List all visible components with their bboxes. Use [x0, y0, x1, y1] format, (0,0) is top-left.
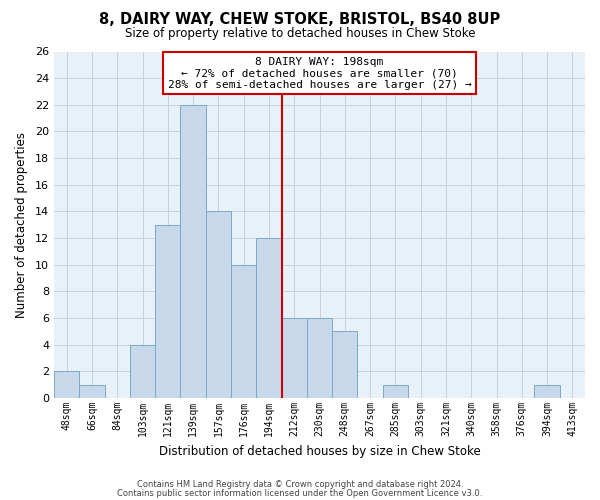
Bar	[535, 385, 560, 398]
Bar	[256, 238, 281, 398]
Bar	[155, 225, 181, 398]
Bar	[383, 385, 408, 398]
Bar	[307, 318, 332, 398]
Text: Contains public sector information licensed under the Open Government Licence v3: Contains public sector information licen…	[118, 488, 482, 498]
X-axis label: Distribution of detached houses by size in Chew Stoke: Distribution of detached houses by size …	[158, 444, 481, 458]
Text: Size of property relative to detached houses in Chew Stoke: Size of property relative to detached ho…	[125, 28, 475, 40]
Bar	[79, 385, 104, 398]
Bar	[54, 372, 79, 398]
Text: 8, DAIRY WAY, CHEW STOKE, BRISTOL, BS40 8UP: 8, DAIRY WAY, CHEW STOKE, BRISTOL, BS40 …	[100, 12, 500, 28]
Bar	[332, 332, 358, 398]
Bar	[181, 105, 206, 398]
Text: 8 DAIRY WAY: 198sqm
← 72% of detached houses are smaller (70)
28% of semi-detach: 8 DAIRY WAY: 198sqm ← 72% of detached ho…	[167, 56, 472, 90]
Bar	[231, 265, 256, 398]
Bar	[130, 345, 155, 398]
Bar	[206, 212, 231, 398]
Y-axis label: Number of detached properties: Number of detached properties	[15, 132, 28, 318]
Text: Contains HM Land Registry data © Crown copyright and database right 2024.: Contains HM Land Registry data © Crown c…	[137, 480, 463, 489]
Bar	[281, 318, 307, 398]
